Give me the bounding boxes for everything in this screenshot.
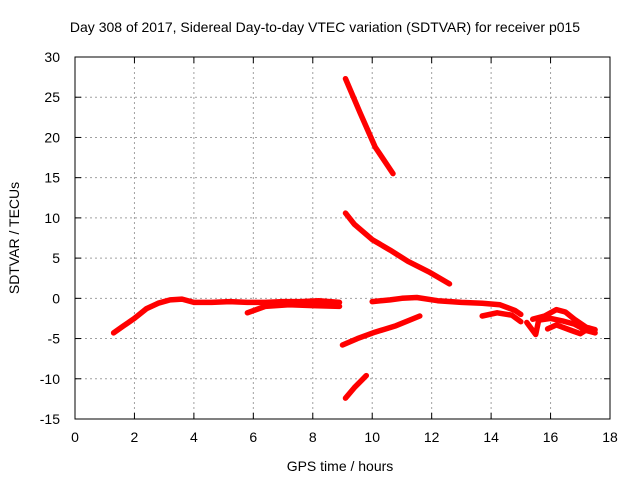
y-tick-label: 0	[52, 290, 60, 306]
x-tick-label: 8	[309, 429, 317, 445]
y-tick-labels: -15 -10 -5 0 5 10 15 20 25 30	[40, 49, 60, 427]
y-tick-label: 15	[44, 170, 60, 186]
series	[110, 75, 598, 401]
x-tick-label: 12	[424, 429, 440, 445]
series-trace	[244, 302, 343, 316]
series-trace	[369, 294, 524, 318]
series-trace	[342, 210, 453, 287]
x-tick-label: 2	[131, 429, 139, 445]
y-tick-label: -5	[48, 331, 61, 347]
series-trace	[479, 310, 524, 325]
x-tick-label: 18	[602, 429, 618, 445]
y-tick-label: 30	[44, 49, 60, 65]
x-tick-label: 10	[364, 429, 380, 445]
series-trace	[110, 296, 343, 336]
x-tick-labels: 0 2 4 6 8 10 12 14 16 18	[71, 429, 618, 445]
series-trace	[339, 313, 423, 348]
grid	[75, 57, 610, 419]
y-tick-label: -10	[40, 371, 60, 387]
y-tick-label: 10	[44, 210, 60, 226]
x-tick-label: 16	[543, 429, 559, 445]
ticks	[74, 56, 611, 420]
plot-frame	[74, 56, 611, 420]
x-tick-label: 4	[190, 429, 198, 445]
x-tick-label: 14	[483, 429, 499, 445]
y-tick-label: 20	[44, 129, 60, 145]
chart-title: Day 308 of 2017, Sidereal Day-to-day VTE…	[70, 19, 580, 35]
series-trace	[544, 322, 592, 337]
series-trace	[342, 372, 370, 401]
x-axis-label: GPS time / hours	[287, 458, 394, 474]
x-tick-label: 6	[249, 429, 257, 445]
series-trace	[342, 75, 396, 177]
y-tick-label: 25	[44, 89, 60, 105]
x-tick-label: 0	[71, 429, 79, 445]
y-tick-label: 5	[52, 250, 60, 266]
y-axis-label: SDTVAR / TECUs	[6, 182, 22, 294]
y-tick-label: -15	[40, 411, 60, 427]
